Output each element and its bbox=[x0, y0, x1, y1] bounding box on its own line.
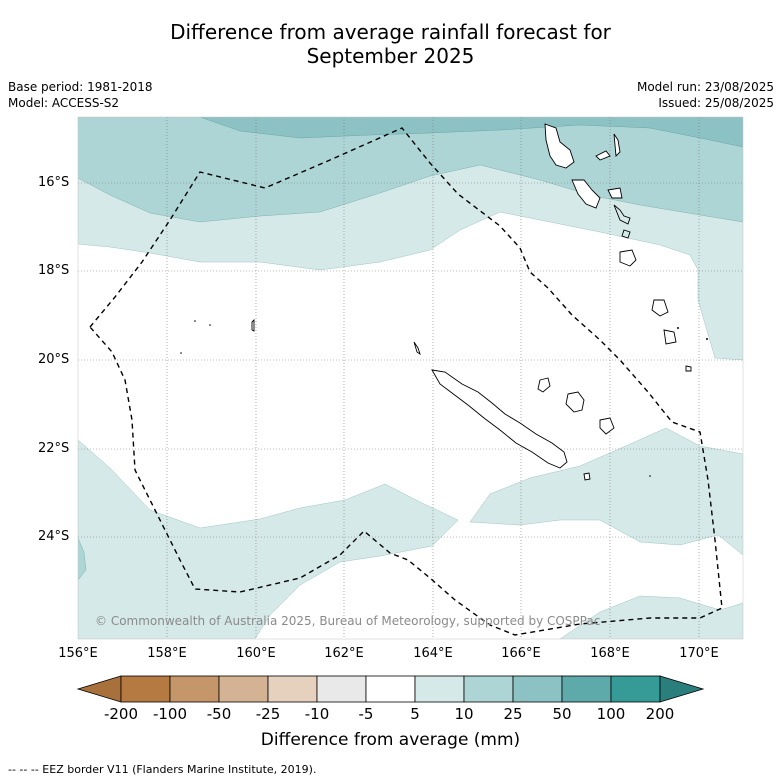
colorbar-label: Difference from average (mm) bbox=[260, 730, 521, 750]
colorbar-tick-label: -100 bbox=[152, 705, 188, 723]
colorbar-swatch bbox=[218, 675, 269, 703]
vanuatu-malekula bbox=[571, 179, 601, 209]
chesterfield-reef bbox=[251, 318, 255, 332]
small-islet bbox=[706, 338, 708, 340]
colorbar-tick-label: 50 bbox=[552, 705, 572, 723]
isle-of-pines bbox=[583, 472, 591, 481]
colorbar-swatch bbox=[561, 675, 612, 703]
rain-band-bottom-right-5-10 bbox=[559, 595, 743, 639]
rain-band-southwest-5-10 bbox=[78, 439, 459, 639]
rain-patch-west bbox=[78, 537, 87, 581]
lat-label-22s: 22°S bbox=[38, 441, 70, 456]
colorbar-swatch bbox=[463, 675, 514, 703]
title-line-2: September 2025 bbox=[306, 44, 475, 68]
belep-islands bbox=[413, 341, 421, 356]
colorbar-tick-label: -200 bbox=[103, 705, 139, 723]
lat-label-24s: 24°S bbox=[38, 529, 70, 544]
new-caledonia-main-island bbox=[431, 369, 568, 469]
vanuatu-maewo bbox=[613, 133, 621, 157]
vanuatu-ambae bbox=[595, 150, 611, 161]
model-run-label: Model run: 23/08/2025 bbox=[636, 80, 774, 94]
matthew-island bbox=[685, 365, 692, 372]
colorbar-swatch bbox=[169, 675, 220, 703]
map-area bbox=[78, 117, 743, 639]
colorbar-extend-low bbox=[76, 675, 122, 703]
colorbar-swatch bbox=[365, 675, 416, 703]
base-period-label: Base period: 1981-2018 bbox=[8, 80, 153, 94]
lon-label-168e: 168°E bbox=[590, 646, 630, 661]
map-title: Difference from average rainfall forecas… bbox=[0, 20, 781, 68]
rain-band-southeast-5-10 bbox=[469, 427, 743, 556]
lon-label-158e: 158°E bbox=[147, 646, 187, 661]
reef-dot-2 bbox=[209, 324, 211, 326]
colorbar-tick-label: -10 bbox=[304, 705, 330, 723]
lon-label-164e: 164°E bbox=[413, 646, 453, 661]
colorbar-swatch bbox=[316, 675, 367, 703]
colorbar-tick-label: 25 bbox=[503, 705, 523, 723]
lon-label-156e: 156°E bbox=[58, 646, 98, 661]
reef-dot-4 bbox=[649, 475, 651, 477]
rain-band-north-10-25 bbox=[78, 117, 743, 223]
colorbar-tick-label: 5 bbox=[410, 705, 420, 723]
colorbar-extend-high bbox=[659, 675, 705, 703]
right-metadata: Model run: 23/08/2025 Issued: 25/08/2025 bbox=[637, 79, 774, 111]
vanuatu-epi-shepherd bbox=[613, 204, 631, 225]
lon-label-170e: 170°E bbox=[679, 646, 719, 661]
loyalty-island-mare bbox=[599, 417, 615, 435]
vanuatu-tanna bbox=[651, 299, 669, 317]
colorbar-tick-label: 10 bbox=[454, 705, 474, 723]
reef-dot-3 bbox=[180, 352, 182, 354]
vanuatu-pentecost-ambrym bbox=[607, 187, 623, 199]
colorbar bbox=[76, 675, 705, 703]
colorbar-swatch bbox=[120, 675, 171, 703]
colorbar-swatch bbox=[512, 675, 563, 703]
vanuatu-espiritu-santo bbox=[544, 123, 575, 169]
left-metadata: Base period: 1981-2018 Model: ACCESS-S2 bbox=[8, 79, 153, 111]
lon-label-166e: 166°E bbox=[501, 646, 541, 661]
eez-border bbox=[89, 127, 723, 636]
lat-label-16s: 16°S bbox=[38, 175, 70, 190]
lat-label-20s: 20°S bbox=[38, 352, 70, 367]
title-line-1: Difference from average rainfall forecas… bbox=[170, 20, 611, 44]
lon-label-162e: 162°E bbox=[324, 646, 364, 661]
eez-footnote: -- -- -- EEZ border V11 (Flanders Marine… bbox=[8, 763, 317, 776]
loyalty-island-ouvea bbox=[537, 377, 551, 393]
colorbar-tick-label: -5 bbox=[358, 705, 374, 723]
colorbar-tick-label: 200 bbox=[645, 705, 675, 723]
vanuatu-erromango bbox=[619, 249, 637, 267]
vanuatu-efate bbox=[621, 229, 631, 239]
hunter-island bbox=[677, 327, 679, 329]
loyalty-island-lifou bbox=[565, 391, 585, 413]
colorbar-swatch bbox=[414, 675, 465, 703]
copyright-notice: © Commonwealth of Australia 2025, Bureau… bbox=[95, 614, 601, 628]
model-label: Model: ACCESS-S2 bbox=[8, 96, 120, 110]
colorbar-tick-label: -25 bbox=[255, 705, 281, 723]
colorbar-tick-label: -50 bbox=[206, 705, 232, 723]
gridlines bbox=[78, 117, 743, 639]
reef-dot-1 bbox=[194, 320, 196, 322]
colorbar-swatch bbox=[610, 675, 661, 703]
colorbar-tick-label: 100 bbox=[596, 705, 626, 723]
lon-label-160e: 160°E bbox=[236, 646, 276, 661]
lat-label-18s: 18°S bbox=[38, 263, 70, 278]
issued-label: Issued: 25/08/2025 bbox=[658, 96, 774, 110]
rain-band-north-25-50 bbox=[199, 117, 743, 148]
colorbar-swatch bbox=[267, 675, 318, 703]
vanuatu-aneityum bbox=[663, 329, 677, 345]
map-frame bbox=[77, 116, 744, 640]
